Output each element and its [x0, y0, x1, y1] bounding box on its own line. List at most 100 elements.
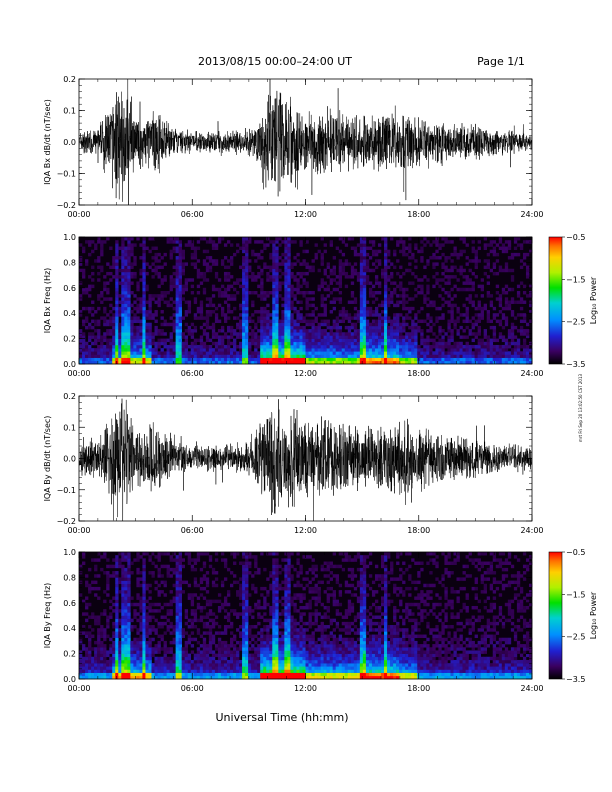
spectrogram-cell: [208, 297, 213, 301]
spectrogram-cell: [82, 275, 86, 279]
spectrogram-cell: [399, 335, 403, 339]
spectrogram-cell: [287, 354, 291, 358]
spectrogram-cell: [489, 357, 494, 362]
spectrogram-cell: [205, 303, 210, 308]
spectrogram-cell: [145, 332, 149, 336]
spectrogram-cell: [381, 360, 385, 365]
spectrogram-cell: [272, 259, 276, 263]
spectrogram-cell: [148, 344, 152, 349]
spectrogram-cell: [175, 240, 179, 244]
spectrogram-cell: [94, 360, 98, 365]
spectrogram-cell: [142, 663, 146, 667]
spectrogram-cell: [332, 360, 336, 365]
spectrogram-cell: [305, 297, 309, 301]
spectrogram-cell: [79, 294, 83, 298]
spectrogram-cell: [148, 313, 152, 317]
spectrogram-cell: [501, 351, 506, 355]
spectrogram-cell: [528, 354, 533, 358]
spectrogram-cell: [290, 262, 294, 266]
spectrogram-cell: [350, 237, 355, 241]
spectrogram-cell: [299, 300, 303, 304]
spectrogram-cell: [474, 265, 478, 270]
spectrogram-cell: [133, 348, 137, 352]
spectrogram-cell: [184, 313, 189, 317]
spectrogram-cell: [332, 348, 336, 352]
spectrogram-cell: [293, 357, 297, 362]
spectrogram-cell: [193, 256, 198, 260]
y-tick-label: 0.0: [63, 360, 76, 369]
spectrogram-cell: [468, 332, 472, 336]
spectrogram-cell: [453, 275, 457, 279]
spectrogram-cell: [115, 325, 119, 330]
spectrogram-cell: [166, 338, 170, 343]
spectrogram-cell: [103, 555, 107, 559]
spectrogram-cell: [121, 628, 125, 632]
spectrogram-cell: [459, 237, 463, 241]
spectrogram-cell: [91, 586, 95, 591]
spectrogram-cell: [118, 360, 122, 365]
spectrogram-cell: [233, 348, 237, 352]
spectrogram-cell: [474, 322, 478, 327]
spectrogram-cell: [127, 237, 131, 241]
spectrogram-cell: [139, 325, 143, 330]
spectrogram-cell: [323, 313, 327, 317]
spectrogram-cell: [381, 354, 385, 358]
spectrogram-cell: [109, 271, 113, 276]
spectrogram-cell: [350, 268, 355, 273]
spectrogram-cell: [489, 300, 494, 304]
spectrogram-cell: [205, 265, 210, 270]
spectrogram-cell: [85, 325, 89, 330]
spectrogram-cell: [181, 564, 185, 569]
spectrogram-cell: [371, 351, 376, 355]
spectrogram-cell: [423, 237, 427, 241]
spectrogram-cell: [124, 290, 128, 295]
spectrogram-cell: [226, 325, 231, 330]
spectrogram-cell: [390, 354, 394, 358]
spectrogram-cell: [308, 265, 312, 270]
spectrogram-cell: [142, 240, 146, 244]
spectrogram-cell: [145, 647, 149, 651]
spectrogram-cell: [121, 249, 125, 254]
spectrogram-cell: [226, 659, 231, 664]
spectrogram-cell: [142, 287, 146, 292]
spectrogram-cell: [468, 259, 472, 263]
spectrogram-cell: [142, 618, 146, 623]
spectrogram-cell: [359, 360, 364, 365]
spectrogram-cell: [377, 322, 382, 327]
spectrogram-cell: [85, 675, 89, 680]
spectrogram-cell: [196, 268, 201, 273]
spectrogram-cell: [202, 615, 207, 619]
spectrogram-cell: [154, 344, 158, 349]
spectrogram-cell: [226, 278, 231, 282]
spectrogram-cell: [393, 303, 397, 308]
spectrogram-cell: [471, 281, 475, 285]
spectrogram-cell: [175, 612, 179, 616]
spectrogram-cell: [362, 290, 367, 295]
spectrogram-cell: [320, 294, 324, 298]
spectrogram-cell: [169, 357, 173, 362]
spectrogram-cell: [465, 278, 469, 282]
spectrogram-cell: [121, 360, 125, 365]
spectrogram-cell: [320, 357, 324, 362]
spectrogram-cell: [124, 338, 128, 343]
spectrogram-cell: [154, 252, 158, 257]
spectrogram-cell: [489, 249, 494, 254]
spectrogram-cell: [528, 300, 533, 304]
spectrogram-cell: [85, 354, 89, 358]
spectrogram-cell: [323, 319, 327, 324]
spectrogram-cell: [359, 313, 364, 317]
spectrogram-cell: [396, 329, 400, 333]
spectrogram-cell: [402, 294, 406, 298]
spectrogram-cell: [426, 351, 430, 355]
spectrogram-cell: [507, 344, 512, 349]
spectrogram-cell: [148, 357, 152, 362]
spectrogram-cell: [196, 653, 201, 658]
spectrogram-cell: [148, 329, 152, 333]
spectrogram-cell: [344, 348, 349, 352]
spectrogram-cell: [233, 294, 237, 298]
spectrogram-cell: [251, 313, 255, 317]
spectrogram-cell: [175, 360, 179, 365]
spectrogram-cell: [142, 243, 146, 247]
spectrogram-cell: [308, 357, 312, 362]
spectrogram-cell: [456, 344, 460, 349]
